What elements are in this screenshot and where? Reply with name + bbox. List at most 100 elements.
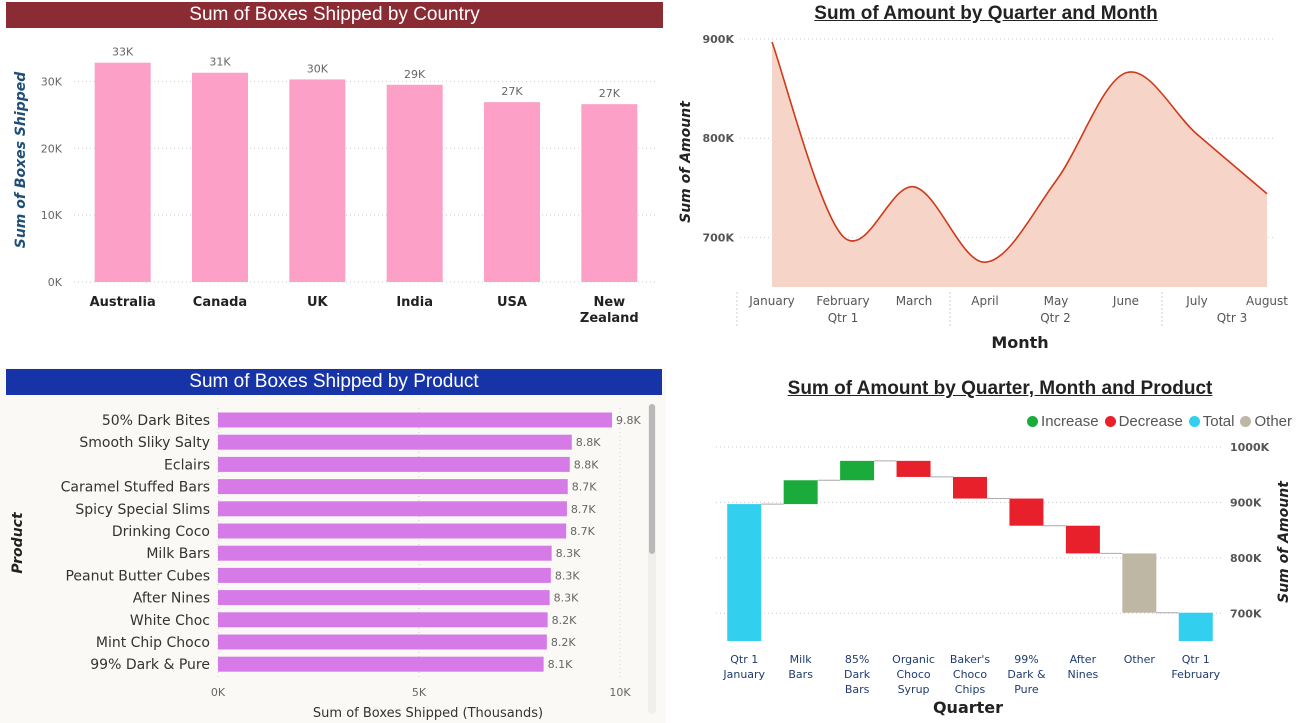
x-tick-label: February [1171,668,1220,681]
product-bar-chart: 0K 5K 10K Sum of Boxes Shipped (Thousands) P… [10,408,641,721]
quarter-label: Qtr 3 [1217,311,1248,325]
bar [386,84,443,283]
waterfall-chart-title: Sum of Amount by Quarter, Month and Prod… [787,378,1213,399]
bar [484,102,540,282]
legend-label: Other [1254,413,1292,430]
x-tick-label: Pure [1014,683,1039,696]
x-tick-label: Other [1124,653,1156,666]
x-tick-label: Qtr 1 [1182,653,1210,666]
waterfall-bar [1009,498,1044,526]
x-tick-label: India [396,295,433,310]
waterfall-bar [1122,553,1157,613]
legend-marker [1104,416,1116,427]
y-tick-label: 700K [1230,607,1262,620]
country-chart-title: Sum of Boxes Shipped by Country [6,2,663,28]
waterfall-bar [783,480,818,505]
product-panel: Sum of Boxes Shipped by Product 0K 5K 10K S… [0,368,666,723]
x-tick-label: May [1044,294,1069,308]
y-tick-label: 99% Dark & Pure [90,657,210,673]
bar [218,456,570,472]
legend-label: Total [1202,413,1235,430]
y-tick-label: 800K [1230,552,1262,565]
y-tick-label: Peanut Butter Cubes [65,568,210,584]
x-tick-label: Milk [790,653,813,666]
y-tick-label: 800K [703,132,735,145]
x-tick-label: 10K [609,686,631,699]
bar [581,104,638,282]
x-tick-label: Nines [1068,668,1099,681]
bar [218,567,551,583]
data-label: 8.8K [574,458,599,471]
legend-item[interactable]: Other [1240,413,1292,430]
bar [289,79,346,283]
waterfall-bar [727,504,762,641]
y-tick-label: Drinking Coco [112,524,210,540]
product-chart-title: Sum of Boxes Shipped by Product [6,369,662,395]
bar [218,634,547,650]
month-panel: Sum of Amount by Quarter and Month 700K 8… [668,0,1296,360]
x-tick-label: Qtr 1 [730,653,758,666]
x-tick-label: January [722,668,765,681]
product-scrollbar-thumb[interactable] [649,404,655,554]
waterfall-panel: Sum of Amount by Quarter, Month and Prod… [668,370,1296,723]
x-tick-label: January [748,294,795,308]
bar [192,72,248,282]
bar [94,62,151,282]
series-line [771,41,1268,264]
y-tick-label: 0K [48,276,63,289]
x-tick-label: Organic [892,653,935,666]
month-area-chart: 700K 800K 900K Sum of Amount January February… [678,33,1288,352]
y-tick-label: Spicy Special Slims [75,502,210,518]
waterfall-bar [1065,525,1100,554]
bar [218,523,567,539]
legend-item[interactable]: Decrease [1104,413,1183,430]
x-tick-label: June [1112,294,1139,308]
bar [218,434,572,450]
x-tick-label: 85% [845,653,869,666]
x-tick-label: UK [307,295,329,310]
data-label: 33K [112,46,134,59]
bar [218,479,568,495]
legend-marker [1188,416,1200,427]
legend-marker [1240,416,1252,427]
bar [218,412,612,428]
x-tick-label: Bars [845,683,870,696]
data-label: 30K [307,62,329,75]
x-tick-label: 0K [211,686,226,699]
bar [218,545,552,561]
y-tick-label: Caramel Stuffed Bars [61,480,210,496]
y-tick-label: 700K [703,231,735,244]
x-tick-label: Choco [896,668,930,681]
bar [218,656,544,672]
y-tick-label: 1000K [1230,441,1270,454]
y-tick-label: Mint Chip Choco [96,635,210,651]
legend-item[interactable]: Total [1188,413,1235,430]
month-chart-title: Sum of Amount by Quarter and Month [814,3,1158,24]
y-tick-label: 50% Dark Bites [102,413,210,429]
product-scrollbar-track[interactable] [648,404,656,714]
data-label: 27K [501,85,523,98]
x-axis-label: Quarter [933,698,1003,717]
y-tick-label: 900K [1230,496,1262,509]
country-bar-chart: 0K 10K 20K 30K Sum of Boxes Shipped 33K Austra… [13,46,658,326]
y-axis-label: Sum of Amount [678,100,694,223]
y-tick-label: 900K [703,33,735,46]
data-label: 8.3K [554,592,579,605]
waterfall-bar [1178,612,1213,641]
data-label: 8.7K [570,525,595,538]
data-label: 8.7K [571,503,596,516]
x-tick-label: Choco [953,668,987,681]
x-tick-label: 5K [412,686,427,699]
x-tick-label: After [1070,653,1097,666]
legend-item[interactable]: Increase [1027,413,1099,430]
bar [218,501,567,517]
y-tick-label: Smooth Sliky Salty [79,435,210,451]
data-label: 8.2K [551,636,576,649]
y-axis-label: Product [10,511,26,574]
x-tick-label: Baker's [950,653,991,666]
y-tick-label: White Choc [130,613,210,629]
x-tick-label: August [1246,294,1288,308]
quarter-label: Qtr 1 [828,311,859,325]
y-tick-label: 20K [41,142,63,155]
x-tick-label: February [816,294,869,308]
